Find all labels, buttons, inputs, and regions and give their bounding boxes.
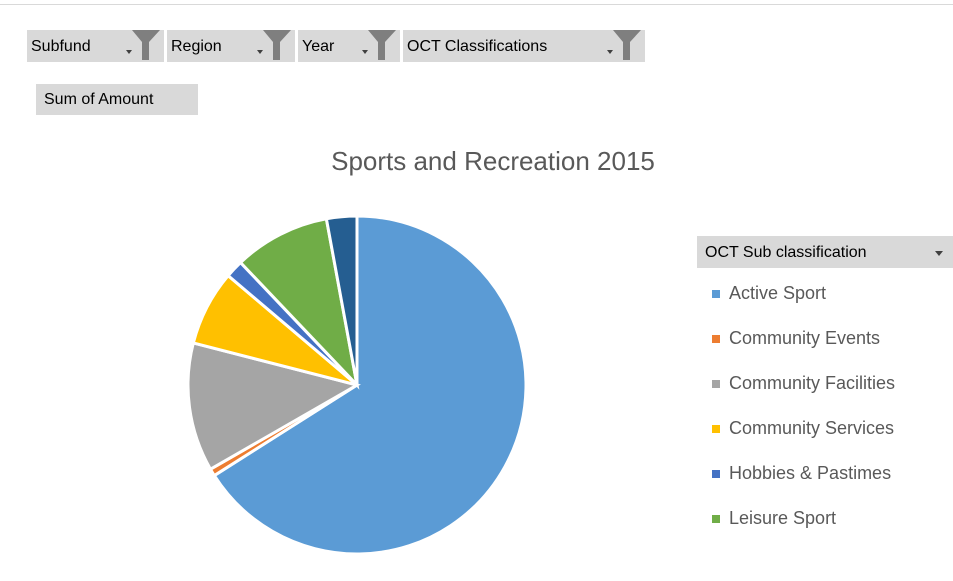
funnel-icon <box>368 30 396 60</box>
legend-label: Community Facilities <box>729 373 895 393</box>
filter-label: OCT Classifications <box>407 38 547 55</box>
legend-label: Hobbies & Pastimes <box>729 463 891 483</box>
legend-swatch <box>712 470 720 478</box>
pie-slice <box>212 214 528 556</box>
filter-label: Region <box>171 38 222 55</box>
dropdown-arrow <box>126 50 132 54</box>
chart-title: Sports and Recreation 2015 <box>331 146 655 176</box>
legend-label: Community Services <box>729 418 894 438</box>
funnel-icon <box>263 30 291 60</box>
funnel-icon <box>132 30 160 60</box>
dropdown-arrow <box>257 50 263 54</box>
legend-swatch <box>712 380 720 388</box>
legend-title: OCT Sub classification <box>705 244 867 261</box>
legend-swatch <box>712 290 720 298</box>
legend-swatch <box>712 425 720 433</box>
legend-label: Community Events <box>729 328 880 348</box>
funnel-icon <box>613 30 641 60</box>
legend-label: Leisure Sport <box>729 508 836 528</box>
legend-filter-button[interactable] <box>697 236 953 268</box>
legend-label: Active Sport <box>729 283 826 303</box>
legend-swatch <box>712 515 720 523</box>
dropdown-arrow <box>607 50 613 54</box>
pie-slice <box>238 217 360 390</box>
legend-swatch <box>712 335 720 343</box>
filter-label: Year <box>302 38 335 55</box>
pie-slice <box>324 214 359 386</box>
value-field-button[interactable] <box>36 84 198 115</box>
dropdown-arrow <box>935 251 943 256</box>
filter-label: Subfund <box>31 38 91 55</box>
dropdown-arrow <box>362 50 368 54</box>
value-field-label: Sum of Amount <box>44 91 154 108</box>
filter-button[interactable] <box>403 30 645 62</box>
